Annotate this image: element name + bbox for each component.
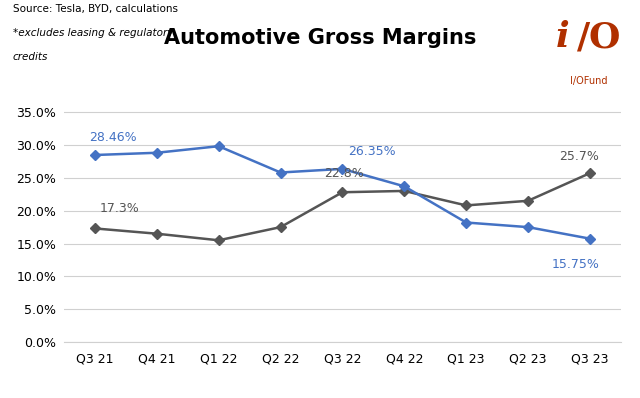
BYD xyxy=(91,226,99,231)
Text: 15.75%: 15.75% xyxy=(552,258,600,271)
BYD xyxy=(586,171,594,176)
Tesla xyxy=(339,166,346,171)
Text: i: i xyxy=(556,20,569,54)
Tesla xyxy=(401,184,408,189)
Text: O: O xyxy=(588,20,620,54)
Text: Automotive Gross Margins: Automotive Gross Margins xyxy=(164,28,476,48)
BYD xyxy=(153,231,161,236)
Tesla xyxy=(524,225,532,230)
Line: BYD: BYD xyxy=(92,170,593,244)
BYD xyxy=(524,199,532,203)
Tesla xyxy=(91,152,99,157)
Tesla xyxy=(586,236,594,241)
BYD xyxy=(339,190,346,195)
Text: 22.8%: 22.8% xyxy=(324,168,364,180)
Line: Tesla: Tesla xyxy=(92,143,593,242)
BYD xyxy=(276,225,284,230)
Text: 25.7%: 25.7% xyxy=(559,150,599,163)
Text: 26.35%: 26.35% xyxy=(349,145,396,158)
Text: /: / xyxy=(577,20,591,54)
Text: *excludes leasing & regulatory: *excludes leasing & regulatory xyxy=(13,28,173,38)
Tesla xyxy=(462,220,470,225)
BYD xyxy=(215,238,223,243)
Tesla xyxy=(153,150,161,155)
BYD xyxy=(401,189,408,193)
BYD xyxy=(462,203,470,208)
Tesla xyxy=(215,144,223,148)
Text: 28.46%: 28.46% xyxy=(89,131,136,144)
Tesla xyxy=(276,170,284,175)
Text: credits: credits xyxy=(13,52,48,62)
Text: Source: Tesla, BYD, calculations: Source: Tesla, BYD, calculations xyxy=(13,4,178,14)
Text: I/OFund: I/OFund xyxy=(570,76,607,86)
Text: 17.3%: 17.3% xyxy=(100,202,140,215)
